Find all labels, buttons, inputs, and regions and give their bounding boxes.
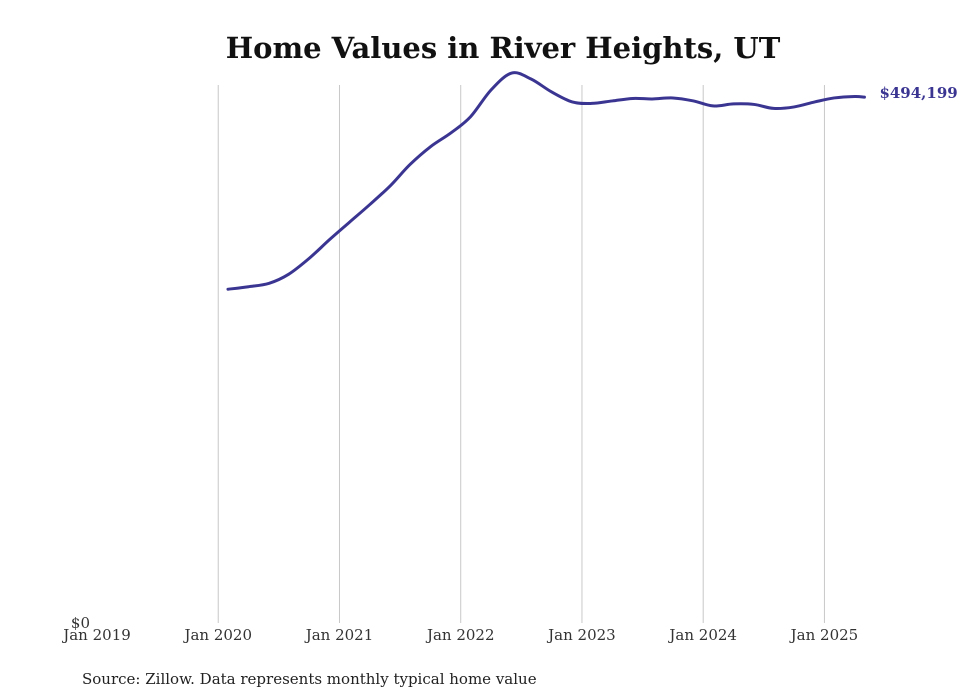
x-axis: Jan 2019 Jan 2020 Jan 2021 Jan 2022 Jan 2023… bbox=[61, 626, 858, 644]
x-tick-label: Jan 2019 bbox=[61, 626, 131, 644]
x-tick-label: Jan 2021 bbox=[304, 626, 374, 644]
series-line bbox=[226, 71, 866, 291]
x-tick-label: Jan 2020 bbox=[182, 626, 252, 644]
x-tick-label: Jan 2024 bbox=[667, 626, 737, 644]
source-note: Source: Zillow. Data represents monthly … bbox=[82, 670, 537, 688]
series-end-label: $494,199 bbox=[879, 84, 957, 102]
chart-title: Home Values in River Heights, UT bbox=[226, 31, 781, 65]
gridlines bbox=[217, 85, 825, 623]
x-tick-label: Jan 2023 bbox=[546, 626, 616, 644]
series-group: $494,199 bbox=[226, 71, 958, 291]
y-axis: $0 bbox=[71, 614, 90, 632]
y-tick-label: $0 bbox=[71, 614, 90, 632]
x-tick-label: Jan 2025 bbox=[789, 626, 859, 644]
x-tick-label: Jan 2022 bbox=[425, 626, 495, 644]
